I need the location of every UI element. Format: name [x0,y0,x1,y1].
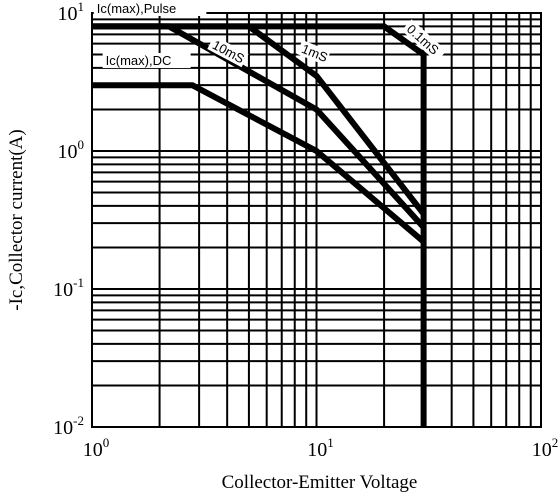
x-tick-label: 102 [532,435,559,461]
x-tick-label: 101 [307,435,334,461]
curve-label-background [401,19,447,62]
y-tick-label: 10-2 [53,413,84,439]
x-axis-label: Collector-Emitter Voltage [222,472,418,493]
plot-frame [91,12,542,428]
tick-labels: 100 101 102 101 100 10-1 10-2 [53,0,558,461]
curve-label-background [207,35,249,68]
curve-label-background [102,52,191,68]
curves [92,23,427,427]
y-tick-label: 100 [58,137,85,163]
curve-label-background [93,1,207,16]
curve-label-text: 1mS [300,41,331,65]
curve-label-text: Ic(max),Pulse [97,1,176,16]
y-tick-label: 10-1 [53,275,84,301]
curve-label-background [296,39,331,66]
curve-dc [92,82,426,244]
curve-label: Ic(max),Pulse [93,1,207,16]
y-axis-label: -Ic,Collector current(A) [6,129,27,310]
y-tick-label: 101 [58,0,85,25]
x-tick-label: 100 [83,435,110,461]
curve-10ms [92,23,426,230]
curve-label: Ic(max),DC [102,52,191,68]
curve-label-text: Ic(max),DC [106,53,172,68]
